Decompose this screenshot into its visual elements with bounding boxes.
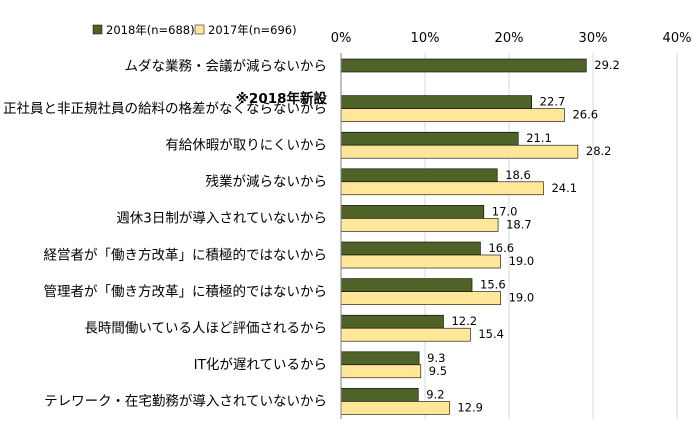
x-tick-label: 10%	[411, 31, 440, 46]
category-label: 経営者が「働き方改革」に積極的ではないから	[44, 247, 328, 263]
legend-swatch-2018	[92, 24, 103, 35]
value-label: 28.2	[586, 144, 612, 158]
value-label: 15.4	[478, 327, 504, 341]
value-label: 18.7	[506, 217, 532, 231]
bar-2018	[340, 168, 498, 183]
bars	[340, 58, 587, 415]
bar-2017	[340, 144, 579, 159]
value-label: 19.0	[509, 291, 535, 305]
value-label: 12.2	[451, 314, 477, 328]
value-label: 22.7	[540, 95, 566, 109]
bar-2018	[340, 131, 519, 146]
x-tick-label: 20%	[495, 31, 524, 46]
bar-2017	[340, 108, 565, 122]
category-label: 有給休暇が取りにくいから	[165, 138, 327, 154]
annotation-new-2018: ※2018年新設	[236, 90, 328, 107]
legend-label-2017: 2017年(n=696)	[208, 23, 297, 37]
legend-label-2018: 2018年(n=688)	[106, 23, 195, 37]
legend: 2018年(n=688) 2017年(n=696)	[92, 23, 297, 37]
value-label: 24.1	[551, 181, 577, 195]
value-label: 9.2	[426, 387, 444, 401]
bar-2018	[340, 241, 481, 256]
category-label: 長時間働いている人ほど評価されるから	[84, 321, 327, 337]
bar-2017	[340, 401, 450, 415]
x-axis-ticks: 0% 10% 20% 30% 40%	[331, 31, 692, 46]
bar-2017	[340, 254, 501, 269]
category-label: ムダな業務・会議が減らないから	[125, 58, 328, 75]
x-tick-label: 40%	[663, 31, 692, 46]
value-label: 17.0	[492, 204, 518, 218]
category-label: IT化が遅れているから	[194, 357, 327, 373]
value-label: 9.5	[429, 364, 447, 378]
category-label: 週休3日制が導入されていないから	[116, 211, 327, 227]
category-label: テレワーク・在宅勤務が導入されていないから	[44, 394, 327, 410]
value-label: 19.0	[509, 254, 535, 268]
x-tick-label: 30%	[579, 31, 608, 46]
bar-2017	[340, 327, 471, 342]
bar-2018	[340, 388, 419, 402]
bar-2018	[340, 278, 473, 292]
value-label: 18.6	[505, 168, 531, 182]
value-label: 29.2	[594, 58, 620, 72]
value-labels: 29.2 22.7 26.6 21.1 28.2 18.6 24.1 17.018.7 16.6…	[426, 58, 620, 414]
value-label: 12.9	[457, 400, 483, 414]
bar-2017	[340, 181, 544, 196]
category-labels: ムダな業務・会議が減らないから正社員と非正規社員の給料の格差がなくならないから有…	[3, 58, 327, 410]
bar-2017	[340, 364, 422, 379]
bar-2017	[340, 291, 501, 305]
value-label: 21.1	[526, 131, 552, 145]
x-tick-label: 0%	[331, 31, 352, 46]
bar-2018	[340, 314, 444, 329]
value-label: 15.6	[480, 278, 506, 292]
bar-2018	[340, 351, 420, 366]
category-label: 管理者が「働き方改革」に積極的ではないから	[44, 284, 328, 300]
legend-swatch-2017	[194, 24, 205, 35]
value-label: 16.6	[488, 241, 514, 255]
category-label: 正社員と非正規社員の給料の格差がなくならないから	[3, 101, 327, 117]
bar-2017	[340, 218, 499, 232]
value-label: 9.3	[427, 351, 445, 365]
value-label: 26.6	[572, 108, 598, 122]
category-label: 残業が減らないから	[206, 173, 328, 190]
bar-2018	[340, 205, 485, 219]
bar-2018	[340, 95, 532, 109]
bar-2018	[340, 58, 587, 73]
